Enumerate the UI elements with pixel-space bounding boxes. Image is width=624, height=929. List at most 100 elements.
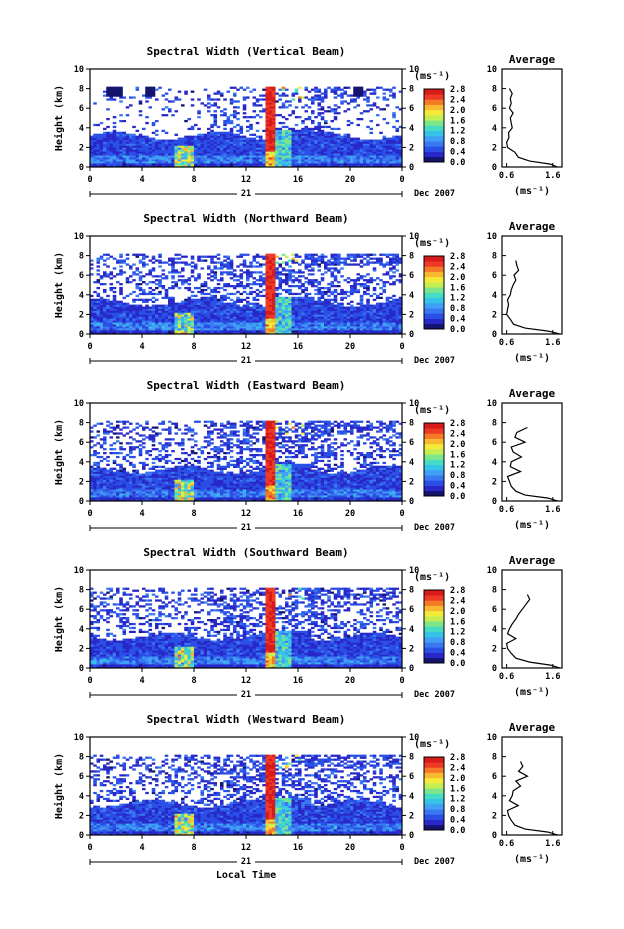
heatmap-cell (164, 322, 169, 325)
heatmap-cell (307, 161, 312, 164)
heatmap-cell (229, 145, 234, 148)
heatmap-cell (239, 300, 244, 303)
heatmap-cell (291, 328, 296, 331)
heatmap-cell (327, 135, 331, 138)
heatmap-cell (93, 487, 97, 490)
heatmap-cell (307, 155, 312, 158)
heatmap-cell (330, 290, 335, 294)
heatmap-cell (294, 312, 299, 315)
heatmap-cell (190, 149, 195, 152)
heatmap-cell (343, 296, 348, 300)
heatmap-cell (197, 275, 201, 278)
heatmap-cell (278, 277, 283, 280)
heatmap-cell (125, 159, 130, 162)
heatmap-cell (272, 286, 276, 290)
heatmap-cell (242, 318, 247, 321)
heatmap-cell (106, 332, 110, 335)
heatmap-cell (184, 145, 188, 148)
heatmap-cell (184, 332, 188, 335)
heatmap-cell (184, 324, 188, 327)
heatmap-cell (210, 300, 214, 303)
heatmap-cell (155, 163, 159, 166)
heatmap-cell (291, 312, 296, 315)
heatmap-cell (272, 328, 276, 331)
heatmap-cell (298, 263, 302, 266)
heatmap-cell (291, 163, 296, 166)
heatmap-cell (372, 324, 377, 327)
heatmap-cell (109, 96, 114, 99)
heatmap-cell (187, 165, 192, 168)
heatmap-cell (239, 281, 244, 284)
heatmap-cell (385, 310, 390, 313)
heatmap-cell (109, 304, 114, 307)
heatmap-cell (372, 163, 377, 166)
heatmap-cell (350, 153, 354, 156)
heatmap-cell (229, 314, 234, 317)
heatmap-cell (298, 135, 302, 138)
profile-frame (501, 68, 563, 168)
heatmap-cell (278, 285, 283, 288)
heatmap-cell (389, 312, 393, 315)
heatmap-cell (90, 294, 94, 298)
heatmap-cell (272, 119, 276, 123)
heatmap-cell (184, 326, 188, 329)
heatmap-cell (239, 141, 244, 144)
heatmap-cell (317, 133, 322, 136)
heatmap-cell (265, 326, 270, 329)
heatmap-cell (216, 332, 221, 335)
heatmap-cell (376, 114, 380, 117)
heatmap-cell (369, 149, 374, 152)
heatmap-cell (181, 326, 185, 329)
heatmap-cell (337, 263, 341, 266)
heatmap-cell (132, 273, 136, 276)
heatmap-cell (119, 161, 123, 164)
heatmap-cell (164, 155, 169, 158)
heatmap-cell (327, 288, 331, 292)
heatmap-cell (265, 163, 270, 166)
heatmap-cell (174, 328, 179, 331)
heatmap-cell (317, 318, 322, 321)
heatmap-cell (184, 286, 188, 290)
heatmap-cell (324, 290, 328, 294)
heatmap-cell (275, 324, 279, 327)
heatmap-cell (252, 257, 257, 260)
heatmap-cell (177, 165, 182, 168)
heatmap-cell (138, 151, 143, 154)
heatmap-cell (265, 324, 270, 327)
heatmap-cell (317, 292, 322, 296)
heatmap-cell (324, 141, 328, 144)
heatmap-cell (307, 273, 312, 276)
heatmap-cell (272, 106, 276, 109)
heatmap-cell (395, 322, 400, 325)
heatmap-cell (129, 165, 133, 168)
heatmap-cell (379, 259, 383, 262)
heatmap-cell (197, 159, 201, 162)
heatmap-cell (382, 308, 387, 311)
heatmap-cell (249, 326, 253, 329)
heatmap-cell (99, 141, 104, 144)
heatmap-cell (194, 300, 198, 303)
heatmap-cell (278, 273, 283, 276)
heatmap-cell (330, 119, 335, 123)
heatmap-cell (392, 308, 396, 311)
heatmap-cell (174, 163, 179, 166)
heatmap-cell (96, 328, 101, 331)
heatmap-cell (220, 310, 224, 313)
heatmap-cell (135, 328, 140, 331)
heatmap-cell (272, 163, 276, 166)
colorbar-swatch (424, 146, 444, 152)
heatmap-cell (314, 322, 318, 325)
heatmap-cell (398, 330, 403, 333)
heatmap-cell (268, 90, 273, 93)
heatmap-cell (161, 129, 166, 133)
heatmap-cell (233, 92, 237, 95)
heatmap-cell (285, 308, 289, 311)
heatmap-cell (184, 330, 188, 333)
heatmap-cell (168, 257, 172, 260)
heatmap-cell (337, 161, 341, 164)
heatmap-cell (327, 298, 331, 301)
heatmap-cell (155, 149, 159, 152)
heatmap-cell (320, 118, 325, 121)
heatmap-cell (174, 302, 179, 305)
colorbar-tick-label: 1.6 (450, 116, 465, 126)
